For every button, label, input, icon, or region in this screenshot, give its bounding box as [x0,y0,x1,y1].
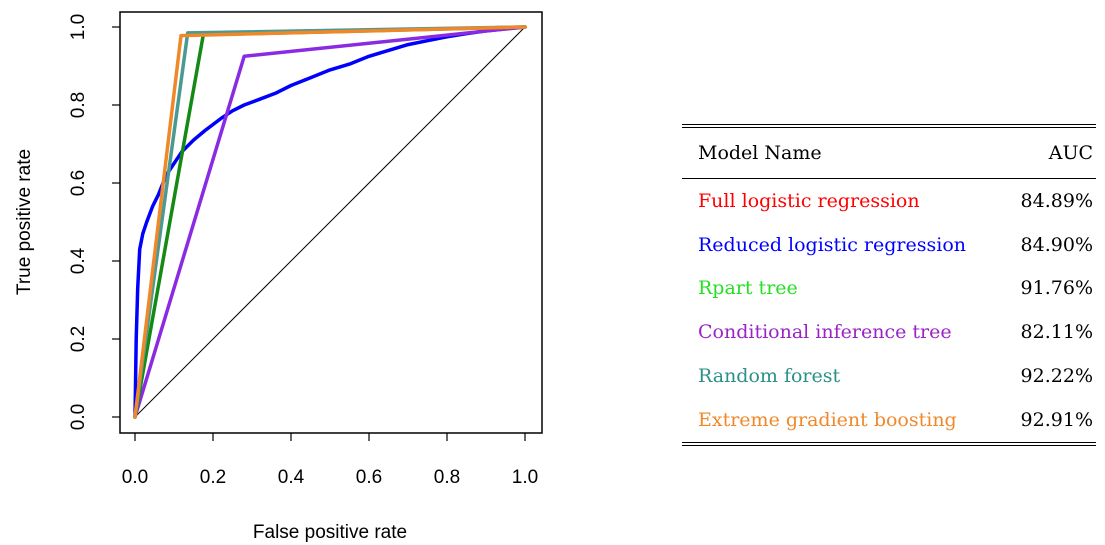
roc-series-line-1 [133,25,527,419]
table-row: Conditional inference tree 82.11% [682,310,1096,354]
x-tick-label: 0.2 [200,467,226,488]
model-name-cell: Full logistic regression [698,189,920,212]
model-name-cell: Reduced logistic regression [698,233,967,256]
table-row: Full logistic regression 84.89% [682,179,1096,223]
auc-value-cell: 91.76% [1020,277,1093,300]
header-auc: AUC [1048,142,1093,164]
auc-value-cell: 92.91% [1020,408,1093,431]
roc-series-line-5 [133,25,527,419]
model-name-cell: Extreme gradient boosting [698,408,957,431]
table-top-rule [682,124,1096,128]
y-tick-label: 1.0 [68,14,89,40]
model-name-cell: Rpart tree [698,277,798,300]
auc-value-cell: 84.89% [1020,189,1093,212]
x-tick-label: 0.4 [278,467,305,488]
auc-value-cell: 84.90% [1020,233,1093,256]
roc-chart: 0.0 0.2 0.4 0.6 0.8 1.0 0.0 0.2 0.4 0.6 0.8 1.0 Fal… [14,11,543,543]
auc-value-cell: 82.11% [1020,321,1093,344]
y-axis-label: True positive rate [14,149,35,295]
table-body: Full logistic regression 84.89% Reduced lo… [682,179,1096,442]
y-tick-label: 0.2 [68,326,89,352]
model-name-cell: Random forest [698,365,841,388]
plot-frame [119,11,543,434]
table-row: Random forest 92.22% [682,354,1096,398]
auc-value-cell: 92.22% [1020,365,1093,388]
y-tick-label: 0.0 [68,404,89,430]
y-tick-label: 0.4 [68,247,89,274]
reference-diagonal [134,26,526,418]
y-tick-label: 0.6 [68,170,89,196]
x-tick-label: 1.0 [512,467,538,488]
table-row: Reduced logistic regression 84.90% [682,223,1096,267]
x-tick-label: 0.6 [356,467,382,488]
x-tick-label: 0.8 [434,467,460,488]
table-header-row: Model Name AUC [682,128,1096,178]
x-tick-label: 0.0 [122,467,148,488]
table-row: Extreme gradient boosting 92.91% [682,398,1096,442]
header-model-name: Model Name [698,142,822,164]
roc-series-line-2 [133,25,527,419]
auc-table: Model Name AUC Full logistic regression 8… [682,124,1096,446]
table-row: Rpart tree 91.76% [682,267,1096,311]
table-header-rule [682,178,1096,179]
table-bottom-rule [682,441,1096,446]
model-name-cell: Conditional inference tree [698,321,952,344]
y-tick-label: 0.8 [68,92,89,118]
x-axis-label: False positive rate [253,522,407,543]
